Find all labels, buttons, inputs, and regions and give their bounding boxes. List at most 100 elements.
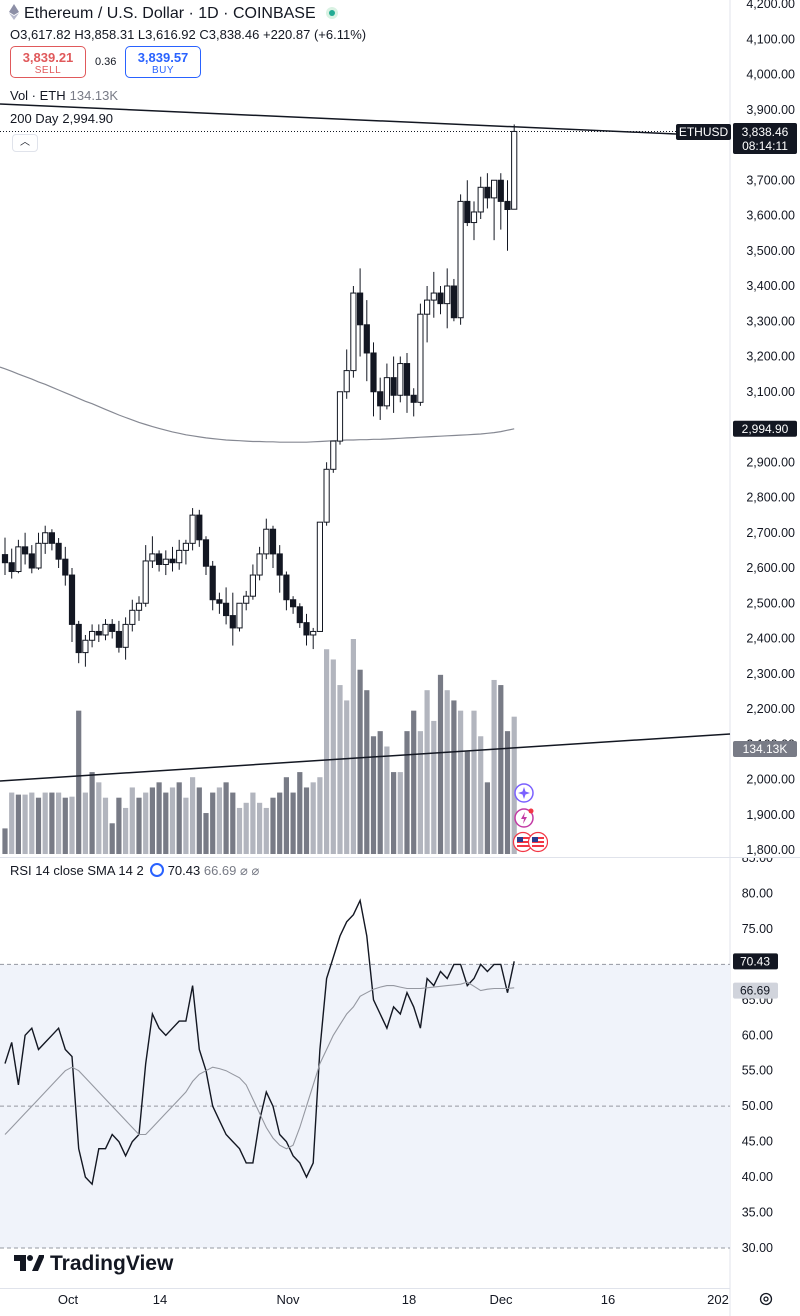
collapse-chevron-icon[interactable]: ︿	[12, 134, 38, 152]
candle	[424, 286, 431, 343]
candle	[336, 391, 344, 445]
candle-body	[249, 574, 257, 597]
price-tick-label: 3,100.00	[746, 385, 795, 399]
candle-body	[129, 609, 136, 625]
volume-bar	[397, 772, 403, 854]
price-tick-label: 4,100.00	[746, 32, 795, 46]
candle-body	[202, 539, 210, 567]
candle	[397, 356, 404, 403]
candle	[209, 560, 216, 611]
countdown-text: 08:14:11	[742, 139, 788, 153]
ma-price-tag-text: 2,994.90	[742, 422, 789, 436]
rsi-sma-tag-box	[733, 982, 778, 999]
ma-price-tag-box	[733, 420, 797, 437]
candle	[417, 303, 424, 406]
candle-body	[1, 554, 9, 564]
chart-header: Ethereum / U.S. Dollar · 1D · COINBASE	[8, 4, 338, 23]
candle	[511, 124, 518, 210]
volume-bar	[123, 807, 129, 854]
candle-body	[209, 565, 216, 601]
live-dot-icon	[325, 7, 338, 19]
candle	[48, 529, 55, 551]
time-tick-label: Dec	[489, 1292, 513, 1307]
candle-body	[15, 546, 22, 573]
candle-body	[450, 285, 457, 319]
candle-body	[162, 558, 169, 565]
candle	[8, 548, 15, 579]
candle-body	[296, 606, 303, 624]
candle-body	[62, 558, 69, 576]
candle-body	[102, 623, 109, 636]
ma-price-tag: 2,994.90	[733, 420, 797, 437]
candle	[437, 286, 444, 315]
price-tick-label: 2,200.00	[746, 702, 795, 716]
candle-body	[28, 553, 35, 569]
volume-legend[interactable]: Vol · ETH 134.13K	[10, 88, 118, 103]
time-axis[interactable]: Oct 14 Nov 18 Dec 16 202	[0, 1288, 800, 1316]
candle	[343, 349, 350, 399]
rsi-tick-label: 60.00	[742, 1028, 773, 1042]
rsi-chart[interactable]: 85.0080.0075.0070.0065.0060.0055.0050.00…	[0, 858, 800, 1288]
candle-body	[390, 377, 397, 396]
flash-icon[interactable]	[514, 808, 534, 828]
volume-bar	[129, 787, 135, 854]
candle-body	[363, 324, 370, 354]
volume-bar	[417, 731, 423, 854]
volume-bar	[163, 792, 169, 854]
price-tick-label: 2,400.00	[746, 632, 795, 646]
time-tick-label: 202	[707, 1292, 729, 1307]
candle	[115, 620, 123, 653]
candle	[377, 377, 384, 420]
candle	[470, 201, 478, 241]
time-tick-label: 14	[153, 1292, 167, 1307]
us-flag-icon[interactable]	[512, 831, 548, 853]
volume-trendline	[0, 733, 731, 782]
candle-body	[35, 542, 42, 569]
price-chart[interactable]: 4,200.004,100.004,000.003,900.003,800.00…	[0, 0, 800, 858]
volume-bar	[210, 792, 216, 854]
volume-bar	[96, 782, 102, 854]
volume-bar	[464, 751, 470, 854]
candle	[316, 521, 323, 632]
rsi-legend[interactable]: RSI 14 close SMA 14 2 70.43 66.69 ⌀ ⌀	[10, 863, 259, 879]
candle-body	[504, 200, 511, 211]
candle-body	[357, 292, 364, 326]
candle	[22, 532, 29, 565]
symbol-title[interactable]: Ethereum / U.S. Dollar · 1D · COINBASE	[24, 5, 316, 22]
volume-bar	[310, 782, 316, 854]
time-tick-label: Nov	[276, 1292, 300, 1307]
candle	[176, 539, 183, 570]
sell-button[interactable]: 3,839.21 SELL	[10, 46, 86, 78]
candle	[276, 545, 283, 593]
settings-gear-icon[interactable]	[759, 1292, 773, 1306]
price-tick-label: 2,900.00	[746, 455, 795, 469]
sparkle-icon[interactable]	[514, 783, 534, 803]
candle	[109, 619, 116, 639]
price-tick-label: 2,300.00	[746, 667, 795, 681]
candle-body	[75, 623, 82, 654]
candle	[497, 173, 504, 230]
volume-bar	[337, 685, 343, 854]
candle	[450, 278, 457, 322]
candle	[370, 342, 377, 417]
candle-body	[403, 363, 411, 396]
candle	[229, 592, 236, 646]
candle-body	[477, 186, 484, 213]
buy-button[interactable]: 3,839.57 BUY	[125, 46, 201, 78]
volume-bar	[250, 792, 256, 854]
volume-bar	[404, 731, 410, 854]
candle	[430, 271, 437, 318]
ma-legend[interactable]: 200 Day 2,994.90	[10, 111, 113, 126]
candle-body	[142, 560, 149, 604]
volume-bar	[9, 792, 15, 854]
candle-body	[336, 391, 344, 442]
tradingview-branding[interactable]: TradingView	[14, 1252, 173, 1276]
candle-body	[149, 553, 156, 562]
volume-bar	[109, 823, 115, 854]
candle-body	[122, 623, 129, 648]
volume-bar	[257, 802, 263, 854]
candle-body	[330, 440, 337, 470]
rsi-tick-label: 40.00	[742, 1170, 773, 1184]
candle-body	[89, 630, 96, 641]
price-tick-label: 3,500.00	[746, 244, 795, 258]
